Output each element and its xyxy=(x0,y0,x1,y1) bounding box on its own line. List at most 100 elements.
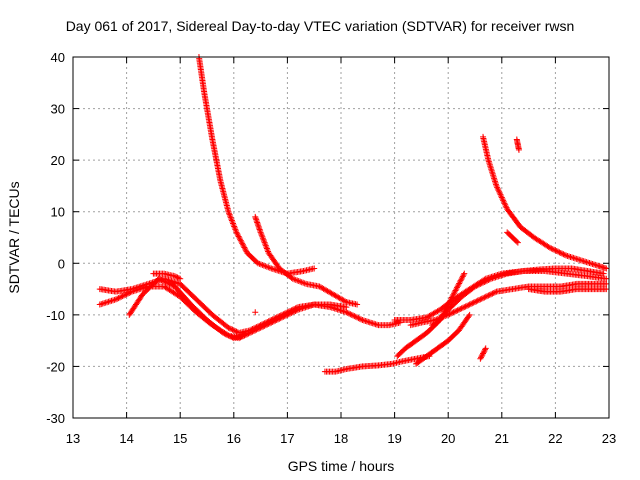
data-point xyxy=(263,245,270,252)
data-marks xyxy=(96,54,610,375)
data-point xyxy=(123,291,130,298)
data-point xyxy=(474,297,481,304)
data-point xyxy=(461,270,468,277)
data-point xyxy=(449,293,456,300)
series-arc-1 xyxy=(96,275,403,336)
data-point xyxy=(167,281,174,288)
data-point xyxy=(261,239,268,246)
data-point xyxy=(237,237,244,244)
data-point xyxy=(294,277,301,284)
data-point xyxy=(454,283,461,290)
data-point xyxy=(175,275,182,282)
y-axis-label: SDTVAR / TECUs xyxy=(6,181,22,293)
data-point xyxy=(356,315,363,322)
data-point xyxy=(343,309,350,316)
data-point xyxy=(229,219,236,226)
data-point xyxy=(456,280,463,287)
data-point xyxy=(443,304,450,311)
data-point xyxy=(230,327,237,334)
data-point xyxy=(228,217,235,224)
data-point xyxy=(112,296,119,303)
data-point xyxy=(352,313,359,320)
series-arc-15 xyxy=(504,229,521,246)
data-point xyxy=(355,315,362,322)
data-point xyxy=(489,290,496,297)
data-point xyxy=(226,210,233,217)
data-point xyxy=(232,226,239,233)
data-point xyxy=(264,247,271,254)
data-point xyxy=(477,355,484,362)
data-point xyxy=(447,310,454,317)
data-point xyxy=(311,265,318,272)
data-point xyxy=(239,241,246,248)
data-point xyxy=(480,350,487,357)
data-point xyxy=(165,280,172,287)
series-arc-12 xyxy=(413,311,473,367)
y-tick-label: -20 xyxy=(46,359,65,374)
data-point xyxy=(496,188,503,195)
data-point xyxy=(276,315,283,322)
data-point xyxy=(501,200,508,207)
data-point xyxy=(441,308,448,315)
data-point xyxy=(354,314,361,321)
data-point xyxy=(262,242,269,249)
data-point xyxy=(440,309,447,316)
data-point xyxy=(284,311,291,318)
y-tick-label: -30 xyxy=(46,411,65,426)
data-point xyxy=(549,246,556,253)
series-arc-5 xyxy=(195,54,318,277)
data-point xyxy=(469,300,476,307)
data-point xyxy=(228,216,235,223)
data-point xyxy=(265,248,272,255)
data-point xyxy=(473,298,480,305)
data-point xyxy=(254,326,261,333)
data-point xyxy=(458,276,465,283)
data-point xyxy=(266,264,273,271)
data-point xyxy=(551,246,558,253)
data-point xyxy=(453,307,460,314)
data-point xyxy=(260,323,267,330)
data-point xyxy=(454,307,461,314)
data-point xyxy=(482,346,489,353)
data-point xyxy=(557,249,564,256)
data-point xyxy=(272,317,279,324)
x-tick-label: 19 xyxy=(387,431,401,446)
data-point xyxy=(263,263,270,270)
data-point xyxy=(499,195,506,202)
data-point xyxy=(239,240,246,247)
data-point xyxy=(126,289,133,296)
data-point xyxy=(502,201,509,208)
x-tick-label: 17 xyxy=(280,431,294,446)
data-point xyxy=(295,278,302,285)
data-point xyxy=(481,276,488,283)
data-point xyxy=(159,277,166,284)
data-point xyxy=(513,238,520,245)
data-point xyxy=(254,260,261,267)
chart-title: Day 061 of 2017, Sidereal Day-to-day VTE… xyxy=(65,18,575,34)
x-tick-label: 18 xyxy=(334,431,348,446)
axis-ticks: 13 14 15 16 17 18 19 20 21 22 23 -30 -20 -10 0 10 20 30 40 xyxy=(46,50,616,446)
series-arc-14 xyxy=(480,133,610,272)
data-point xyxy=(263,244,270,251)
data-point xyxy=(449,309,456,316)
data-point xyxy=(222,331,229,338)
data-point xyxy=(453,286,460,293)
data-point xyxy=(177,275,184,282)
data-point xyxy=(447,297,454,304)
data-point xyxy=(457,306,464,313)
x-tick-label: 20 xyxy=(441,431,455,446)
data-point xyxy=(260,236,267,243)
x-tick-label: 13 xyxy=(66,431,80,446)
data-point xyxy=(458,305,465,312)
data-point xyxy=(228,326,235,333)
data-point xyxy=(459,304,466,311)
data-point xyxy=(560,251,567,258)
data-point xyxy=(115,295,122,302)
data-point xyxy=(242,245,249,252)
data-point xyxy=(301,280,308,287)
data-point xyxy=(229,326,236,333)
data-point xyxy=(261,322,268,329)
data-point xyxy=(297,278,304,285)
data-point xyxy=(603,275,610,282)
data-point xyxy=(280,313,287,320)
